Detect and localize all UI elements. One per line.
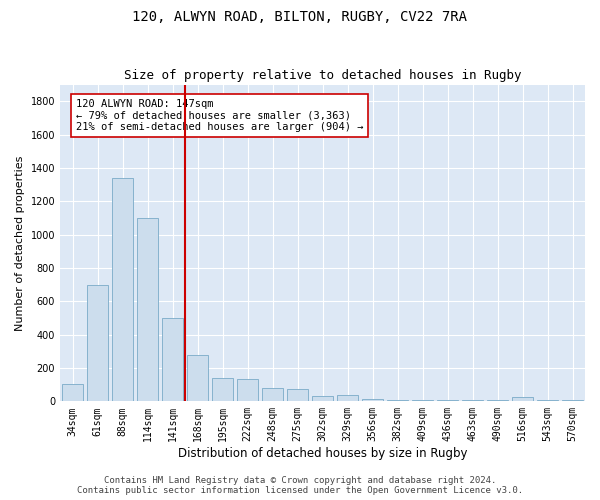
Bar	[162, 318, 183, 402]
Bar	[287, 389, 308, 402]
Bar	[337, 396, 358, 402]
Bar	[537, 400, 558, 402]
Bar	[387, 400, 408, 402]
Bar	[62, 384, 83, 402]
Text: 120, ALWYN ROAD, BILTON, RUGBY, CV22 7RA: 120, ALWYN ROAD, BILTON, RUGBY, CV22 7RA	[133, 10, 467, 24]
Bar	[512, 397, 533, 402]
Bar	[462, 400, 483, 402]
Bar	[312, 396, 333, 402]
Y-axis label: Number of detached properties: Number of detached properties	[15, 156, 25, 330]
Bar	[87, 284, 108, 402]
Bar	[187, 356, 208, 402]
X-axis label: Distribution of detached houses by size in Rugby: Distribution of detached houses by size …	[178, 447, 467, 460]
Bar	[437, 400, 458, 402]
Bar	[362, 399, 383, 402]
Title: Size of property relative to detached houses in Rugby: Size of property relative to detached ho…	[124, 69, 521, 82]
Bar	[112, 178, 133, 402]
Bar	[487, 400, 508, 402]
Bar	[212, 378, 233, 402]
Bar	[262, 388, 283, 402]
Bar	[137, 218, 158, 402]
Text: 120 ALWYN ROAD: 147sqm
← 79% of detached houses are smaller (3,363)
21% of semi-: 120 ALWYN ROAD: 147sqm ← 79% of detached…	[76, 99, 363, 132]
Text: Contains HM Land Registry data © Crown copyright and database right 2024.
Contai: Contains HM Land Registry data © Crown c…	[77, 476, 523, 495]
Bar	[412, 400, 433, 402]
Bar	[237, 379, 258, 402]
Bar	[562, 400, 583, 402]
